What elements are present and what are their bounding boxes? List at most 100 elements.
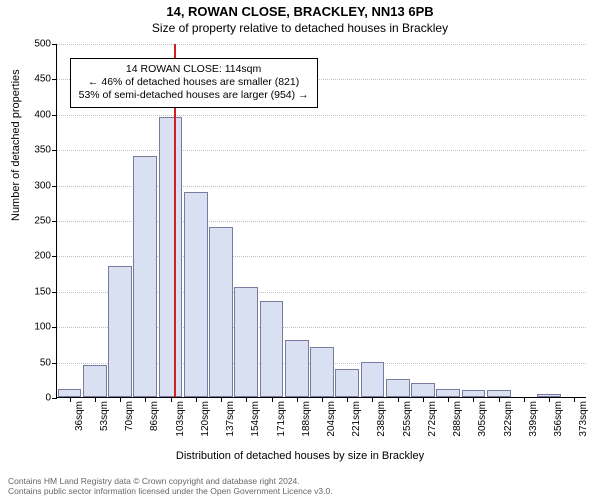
xtick-label: 288sqm [452, 401, 463, 437]
ytick-label: 200 [34, 251, 51, 262]
xtick-mark [499, 397, 500, 402]
xtick-mark [145, 397, 146, 402]
histogram-bar [335, 369, 359, 397]
ytick-label: 50 [40, 357, 51, 368]
xtick-mark [549, 397, 550, 402]
histogram-bar [436, 389, 460, 397]
xtick-label: 188sqm [301, 401, 312, 437]
annotation-line: 53% of semi-detached houses are larger (… [79, 89, 309, 102]
histogram-bar [159, 117, 183, 397]
xtick-label: 120sqm [200, 401, 211, 437]
xtick-mark [196, 397, 197, 402]
xtick-label: 238sqm [376, 401, 387, 437]
xtick-label: 171sqm [276, 401, 287, 437]
xtick-label: 373sqm [578, 401, 589, 437]
histogram-bar [285, 340, 309, 397]
histogram-bar [209, 227, 233, 397]
histogram-bar [234, 287, 258, 397]
ytick-label: 0 [45, 393, 51, 404]
xtick-label: 204sqm [326, 401, 337, 437]
histogram-bar [487, 390, 511, 397]
ytick-mark [52, 221, 57, 222]
xtick-label: 221sqm [351, 401, 362, 437]
xtick-mark [372, 397, 373, 402]
gridline [57, 44, 586, 45]
footer-line-1: Contains HM Land Registry data © Crown c… [8, 476, 333, 486]
xtick-mark [297, 397, 298, 402]
xtick-mark [246, 397, 247, 402]
histogram-bar [184, 192, 208, 397]
xtick-mark [322, 397, 323, 402]
histogram-bar [310, 347, 334, 397]
xtick-label: 322sqm [503, 401, 514, 437]
histogram-bar [260, 301, 284, 397]
histogram-bar [83, 365, 107, 397]
histogram-bar [58, 389, 82, 397]
xtick-mark [347, 397, 348, 402]
ytick-mark [52, 79, 57, 80]
ytick-mark [52, 115, 57, 116]
xtick-mark [448, 397, 449, 402]
xtick-label: 339sqm [528, 401, 539, 437]
xtick-label: 255sqm [402, 401, 413, 437]
subtitle-line: Size of property relative to detached ho… [0, 21, 600, 37]
xtick-label: 154sqm [250, 401, 261, 437]
plot-area: 05010015020025030035040045050036sqm53sqm… [56, 44, 586, 398]
chart-container: 14, ROWAN CLOSE, BRACKLEY, NN13 6PB Size… [0, 0, 600, 500]
ytick-mark [52, 256, 57, 257]
ytick-label: 300 [34, 180, 51, 191]
ytick-label: 500 [34, 39, 51, 50]
ytick-mark [52, 150, 57, 151]
ytick-label: 150 [34, 286, 51, 297]
ytick-label: 400 [34, 109, 51, 120]
footer: Contains HM Land Registry data © Crown c… [8, 476, 333, 496]
ytick-mark [52, 363, 57, 364]
footer-line-2: Contains public sector information licen… [8, 486, 333, 496]
plot-region: 05010015020025030035040045050036sqm53sqm… [56, 44, 586, 398]
ytick-mark [52, 327, 57, 328]
histogram-bar [133, 156, 157, 397]
histogram-bar [361, 362, 385, 397]
address-line: 14, ROWAN CLOSE, BRACKLEY, NN13 6PB [0, 4, 600, 21]
ytick-label: 450 [34, 74, 51, 85]
ytick-label: 100 [34, 322, 51, 333]
xtick-label: 137sqm [225, 401, 236, 437]
xtick-label: 103sqm [175, 401, 186, 437]
xtick-mark [524, 397, 525, 402]
xtick-mark [473, 397, 474, 402]
histogram-bar [386, 379, 410, 397]
xtick-label: 272sqm [427, 401, 438, 437]
annotation-line: ← 46% of detached houses are smaller (82… [79, 76, 309, 89]
y-axis-label: Number of detached properties [10, 69, 22, 221]
xtick-label: 53sqm [99, 401, 110, 431]
xtick-mark [272, 397, 273, 402]
ytick-label: 350 [34, 145, 51, 156]
xtick-label: 356sqm [553, 401, 564, 437]
xtick-label: 86sqm [149, 401, 160, 431]
xtick-mark [70, 397, 71, 402]
ytick-mark [52, 398, 57, 399]
histogram-bar [108, 266, 132, 397]
xtick-mark [423, 397, 424, 402]
gridline [57, 150, 586, 151]
xtick-mark [95, 397, 96, 402]
xtick-mark [171, 397, 172, 402]
ytick-mark [52, 186, 57, 187]
xtick-label: 70sqm [124, 401, 135, 431]
xtick-label: 305sqm [477, 401, 488, 437]
ytick-label: 250 [34, 216, 51, 227]
annotation-line: 14 ROWAN CLOSE: 114sqm [79, 63, 309, 76]
xtick-mark [574, 397, 575, 402]
xtick-mark [398, 397, 399, 402]
xtick-mark [221, 397, 222, 402]
histogram-bar [462, 390, 486, 397]
title-block: 14, ROWAN CLOSE, BRACKLEY, NN13 6PB Size… [0, 0, 600, 36]
gridline [57, 115, 586, 116]
ytick-mark [52, 292, 57, 293]
annotation-box: 14 ROWAN CLOSE: 114sqm← 46% of detached … [70, 58, 318, 107]
xtick-mark [120, 397, 121, 402]
x-axis-label: Distribution of detached houses by size … [0, 450, 600, 462]
xtick-label: 36sqm [74, 401, 85, 431]
histogram-bar [411, 383, 435, 397]
ytick-mark [52, 44, 57, 45]
